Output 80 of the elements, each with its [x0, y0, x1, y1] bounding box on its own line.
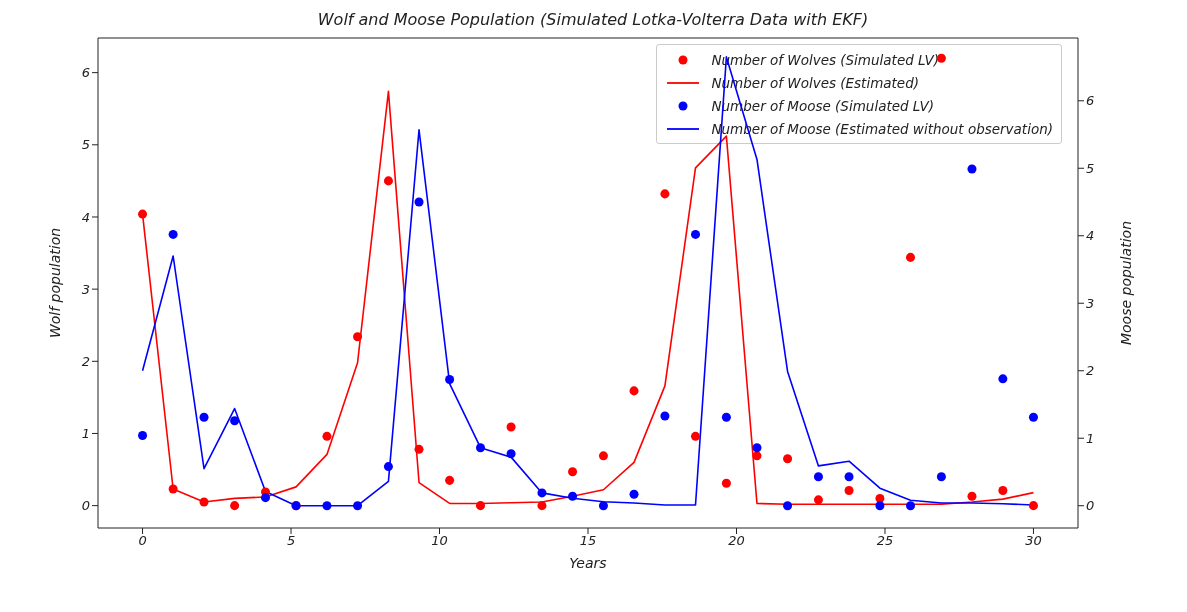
point: [690, 431, 701, 441]
point: [537, 488, 547, 498]
point: [353, 332, 363, 342]
point: [168, 484, 178, 494]
point: [906, 501, 916, 511]
point: [1028, 501, 1038, 511]
point: [138, 209, 148, 219]
point: [875, 501, 885, 511]
x-tick-label: 30: [1025, 533, 1042, 549]
x-tick-label: 15: [579, 533, 597, 549]
point: [383, 462, 393, 472]
point: [752, 443, 762, 453]
y-tick-label: 3: [81, 281, 90, 297]
point: [230, 416, 240, 426]
point: [322, 431, 332, 441]
point: [598, 501, 608, 511]
y2-axis-title: Moose population: [1117, 220, 1134, 346]
point: [537, 501, 547, 511]
y-tick-label: 1: [81, 426, 90, 442]
point: [998, 374, 1008, 384]
point: [260, 493, 270, 503]
point: [690, 229, 701, 239]
chart-title: Wolf and Moose Population (Simulated Lotka-Volterra Data with EKF): [316, 10, 870, 29]
point: [475, 443, 486, 453]
point: [506, 422, 516, 432]
point: [568, 491, 578, 501]
point: [414, 444, 424, 454]
point: [383, 176, 393, 186]
y-tick-label: 0: [81, 498, 90, 514]
point: [906, 252, 916, 262]
point: [660, 411, 670, 421]
y-axis-title: Wolf population: [46, 227, 63, 339]
point: [967, 164, 977, 174]
point: [783, 454, 793, 464]
y-tick-label: 5: [81, 137, 90, 153]
point: [813, 472, 823, 482]
point: [445, 475, 455, 485]
point: [783, 501, 793, 511]
x-tick-label: 20: [728, 533, 745, 549]
point: [322, 501, 332, 511]
x-tick-label: 25: [876, 533, 894, 549]
y-tick-label: 4: [81, 209, 90, 225]
point: [813, 495, 823, 505]
point: [844, 472, 854, 482]
x-tick-label: 0: [138, 533, 147, 549]
x-tick-label: 10: [431, 533, 448, 549]
point: [230, 501, 240, 511]
point: [475, 501, 486, 511]
point: [199, 497, 209, 507]
y2-tick-label: 3: [1086, 295, 1095, 311]
y2-tick-label: 4: [1086, 228, 1095, 244]
y2-tick-label: 5: [1086, 160, 1095, 176]
point: [138, 431, 148, 441]
point: [936, 472, 946, 482]
point: [168, 229, 178, 239]
point: [199, 412, 209, 422]
point: [629, 489, 639, 499]
point: [598, 451, 608, 461]
point: [721, 412, 731, 422]
point: [353, 501, 363, 511]
point: [445, 375, 455, 385]
point: [752, 451, 762, 461]
point: [998, 485, 1008, 495]
y2-tick-label: 1: [1086, 430, 1095, 446]
y2-tick-label: 6: [1086, 93, 1095, 109]
point: [844, 485, 854, 495]
y2-tick-label: 0: [1086, 498, 1095, 514]
y2-tick-label: 2: [1086, 363, 1095, 379]
point: [568, 467, 578, 477]
point: [721, 478, 731, 488]
point: [967, 491, 977, 501]
x-axis-title: Years: [569, 555, 607, 571]
y-tick-label: 2: [81, 353, 90, 369]
point: [414, 197, 424, 207]
point: [506, 449, 516, 459]
point: [660, 189, 670, 199]
y-tick-label: 6: [81, 65, 90, 81]
x-tick-label: 5: [286, 533, 296, 549]
point: [629, 386, 639, 396]
point: [1028, 412, 1038, 422]
